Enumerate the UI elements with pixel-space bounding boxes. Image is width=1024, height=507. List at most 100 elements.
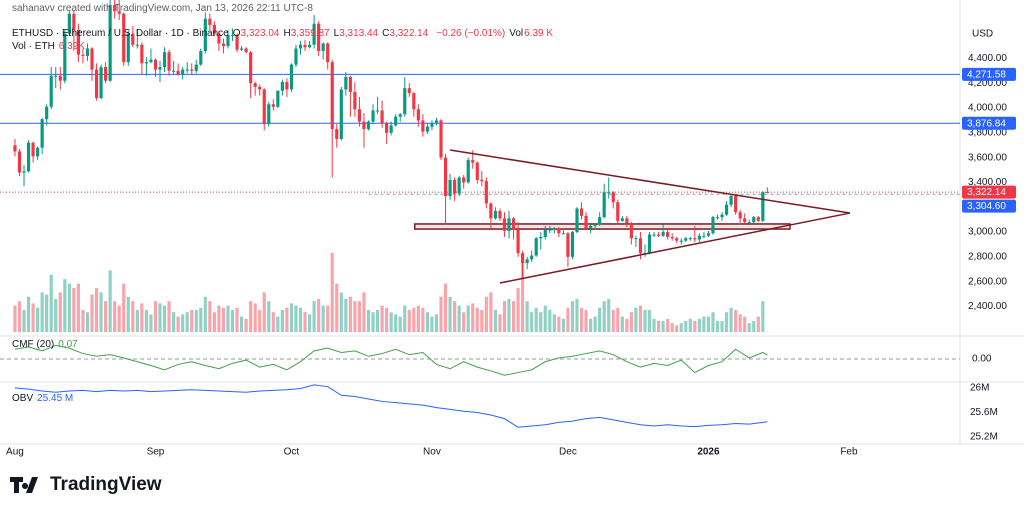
volume-legend: Vol · ETH 6.39K xyxy=(12,41,89,52)
candle-body xyxy=(262,89,266,125)
cmf-legend: CMF (20) 0.07 xyxy=(12,339,82,350)
candle-body xyxy=(172,70,176,72)
candle-body xyxy=(765,191,769,193)
x-tick-label: 2026 xyxy=(697,447,720,458)
symbol-line: ETHUSD · Ethereum / U.S. Dollar · 1D · B… xyxy=(12,28,557,39)
candle-body xyxy=(140,44,144,64)
volume-bar xyxy=(22,309,26,332)
candle-body xyxy=(63,33,67,81)
x-tick-label: Feb xyxy=(840,447,858,458)
volume-bar xyxy=(285,307,289,332)
ohlc-value: 3,313.44 xyxy=(339,28,379,39)
volume-bar xyxy=(72,287,76,332)
candle-body xyxy=(493,210,497,219)
candle-body xyxy=(194,64,198,71)
volume-bar xyxy=(158,303,162,332)
price-label: 3,876.84 xyxy=(967,118,1006,129)
candle-body xyxy=(457,177,461,194)
volume-bar xyxy=(412,307,416,332)
candle-body xyxy=(389,125,393,133)
volume-bar xyxy=(321,305,325,332)
volume-bar xyxy=(430,316,434,332)
candle-body xyxy=(162,52,167,68)
candle-body xyxy=(190,69,194,71)
volume-bar xyxy=(620,316,624,332)
volume-bar xyxy=(516,287,520,332)
candle-body xyxy=(398,114,402,117)
y-tick-label: 3,400.00 xyxy=(968,177,1007,188)
candle-body xyxy=(647,234,652,254)
candle-body xyxy=(543,229,547,237)
candle-body xyxy=(484,181,488,204)
volume-bar xyxy=(743,316,747,332)
volume-bar xyxy=(385,307,389,332)
support-zone xyxy=(413,223,791,230)
candle-body xyxy=(589,225,593,229)
vol-value: 6.39 K xyxy=(524,28,554,39)
x-tick-label: Aug xyxy=(6,447,24,458)
candle-body xyxy=(561,233,565,235)
candle-body xyxy=(715,217,720,219)
volume-bar xyxy=(230,309,235,332)
volume-bar xyxy=(489,292,493,332)
volume-bar xyxy=(45,294,49,332)
volume-bar xyxy=(507,298,511,332)
candle-body xyxy=(652,234,656,236)
change: −0.26 (−0.01%) xyxy=(436,28,506,39)
volume-bar xyxy=(525,301,529,332)
volume-bar xyxy=(249,301,253,332)
candle-body xyxy=(276,90,280,107)
candle-body xyxy=(94,69,99,99)
obv-legend: OBV 25.45 M xyxy=(12,393,77,404)
volume-bar xyxy=(670,323,674,332)
candle-body xyxy=(17,151,22,173)
y-tick-label: 2,600.00 xyxy=(968,276,1007,287)
candle-body xyxy=(117,11,121,14)
candle-body xyxy=(221,43,226,47)
volume-bar xyxy=(643,309,647,332)
volume-bar xyxy=(294,305,298,332)
candle-body xyxy=(280,81,284,91)
candle-body xyxy=(471,160,475,163)
volume-bar xyxy=(76,283,80,332)
volume-bar xyxy=(561,318,565,332)
volume-bar xyxy=(539,312,543,332)
volume-bar xyxy=(729,307,733,332)
volume-bar xyxy=(49,274,53,332)
candle-body xyxy=(670,236,674,239)
volume-bar xyxy=(634,307,638,332)
logo-icon xyxy=(10,477,38,493)
volume-bar xyxy=(475,307,479,332)
y-tick-label: 2,400.00 xyxy=(968,301,1007,312)
volume-bar xyxy=(380,305,384,332)
candle-body xyxy=(348,77,352,92)
candle-body xyxy=(298,44,303,49)
volume-bar xyxy=(394,314,398,332)
price-label-box xyxy=(962,116,1016,130)
candle-body xyxy=(439,120,443,158)
candle-body xyxy=(126,33,130,63)
volume-bar xyxy=(443,283,448,332)
candle-body xyxy=(729,196,733,205)
candle-body xyxy=(185,69,189,71)
candle-body xyxy=(167,52,171,71)
candle-body xyxy=(49,75,53,107)
volume-bar xyxy=(697,318,701,332)
volume-bar xyxy=(194,309,198,332)
volume-bar xyxy=(298,307,303,332)
candle-body xyxy=(724,204,729,215)
candle-body xyxy=(634,238,638,240)
candle-body xyxy=(743,218,747,223)
candle-body xyxy=(253,83,257,87)
volume-bar xyxy=(616,307,620,332)
volume-bar xyxy=(602,301,606,332)
y-tick-label: 4,000.00 xyxy=(968,103,1007,114)
volume-bar xyxy=(312,301,316,332)
volume-bar xyxy=(90,294,94,332)
candle-body xyxy=(321,43,325,51)
candle-body xyxy=(144,62,148,64)
volume-bar xyxy=(289,303,294,332)
volume-bar xyxy=(720,320,724,332)
volume-bar xyxy=(756,316,760,332)
volume-bar xyxy=(421,307,425,332)
